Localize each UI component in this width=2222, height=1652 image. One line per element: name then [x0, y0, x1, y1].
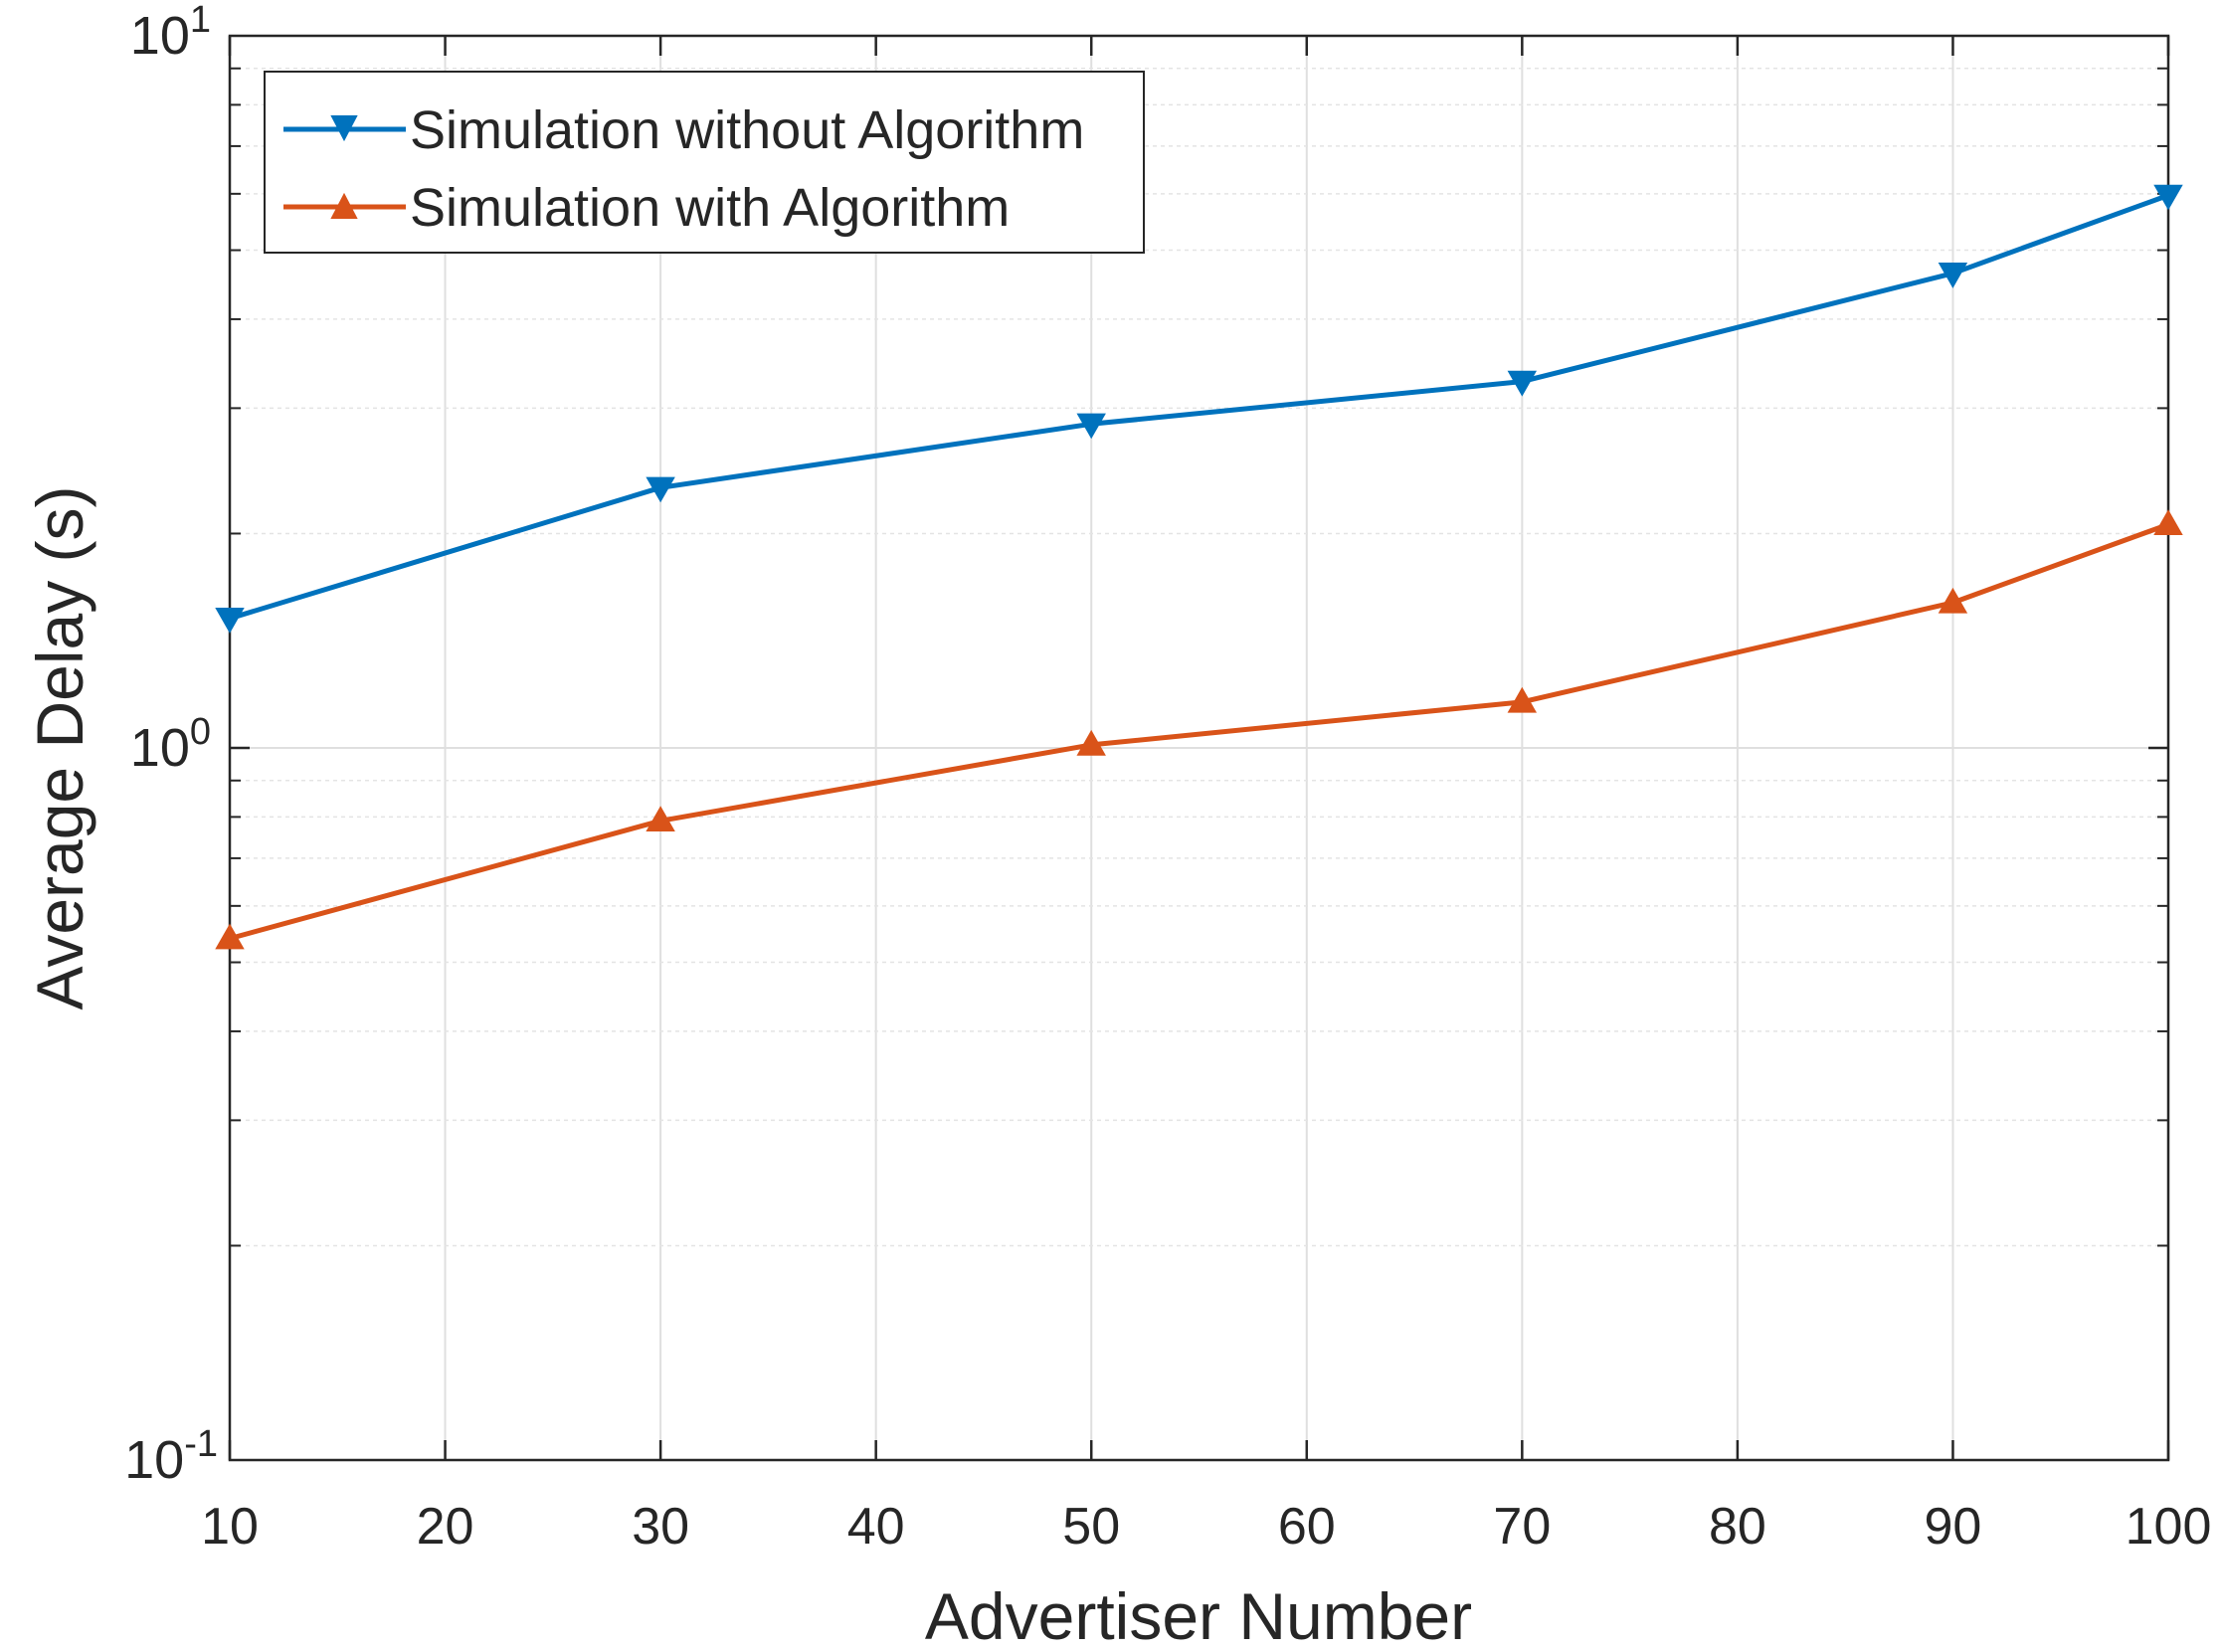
grid	[230, 36, 2168, 1460]
legend-marker-with-algorithm	[330, 192, 358, 219]
plot-area: 10 20 30 40 50 60 70 80 90 100 10-1 100 101	[124, 0, 2211, 1556]
tick-labels: 10 20 30 40 50 60 70 80 90 100 10-1 100 101	[124, 0, 2211, 1556]
x-tick-label: 10	[201, 1498, 259, 1556]
x-tick-label: 20	[417, 1498, 474, 1556]
legend-marker-without-algorithm	[330, 115, 358, 142]
x-tick-label: 100	[2126, 1498, 2212, 1556]
series-group	[215, 184, 2183, 950]
x-tick-label: 70	[1493, 1498, 1551, 1556]
series-marker-1	[1507, 686, 1538, 713]
y-tick-label: 101	[130, 0, 211, 66]
series-marker-1	[215, 923, 245, 950]
y-axis-label: Average Delay (s)	[23, 485, 96, 1010]
series-marker-0	[1507, 370, 1538, 397]
series-marker-1	[1938, 587, 1968, 614]
series-marker-1	[646, 806, 675, 831]
series-marker-0	[1938, 263, 1968, 288]
series-line-1	[229, 521, 2169, 942]
x-tick-label: 90	[1925, 1498, 1982, 1556]
x-tick-label: 50	[1062, 1498, 1120, 1556]
legend-box	[264, 71, 1145, 254]
series-marker-0	[1076, 413, 1106, 440]
series-marker-0	[646, 476, 675, 503]
series-marker-0	[2153, 184, 2183, 211]
legend-label-without-algorithm: Simulation without Algorithm	[410, 100, 1084, 160]
x-tick-label: 30	[632, 1498, 689, 1556]
x-tick-label: 80	[1709, 1498, 1766, 1556]
series-marker-0	[215, 608, 245, 634]
legend-label-with-algorithm: Simulation with Algorithm	[410, 178, 1010, 238]
x-tick-label: 60	[1278, 1498, 1336, 1556]
y-tick-label: 10-1	[124, 1423, 218, 1490]
x-axis-label: Advertiser Number	[925, 1579, 1472, 1652]
series-marker-1	[2153, 509, 2183, 535]
axes-frame	[228, 34, 2170, 1462]
legend: Simulation without Algorithm Simulation …	[264, 71, 1145, 254]
y-tick-label: 100	[130, 711, 211, 778]
series-marker-1	[1076, 729, 1106, 756]
x-tick-label: 40	[847, 1498, 905, 1556]
series-line-0	[229, 193, 2169, 622]
